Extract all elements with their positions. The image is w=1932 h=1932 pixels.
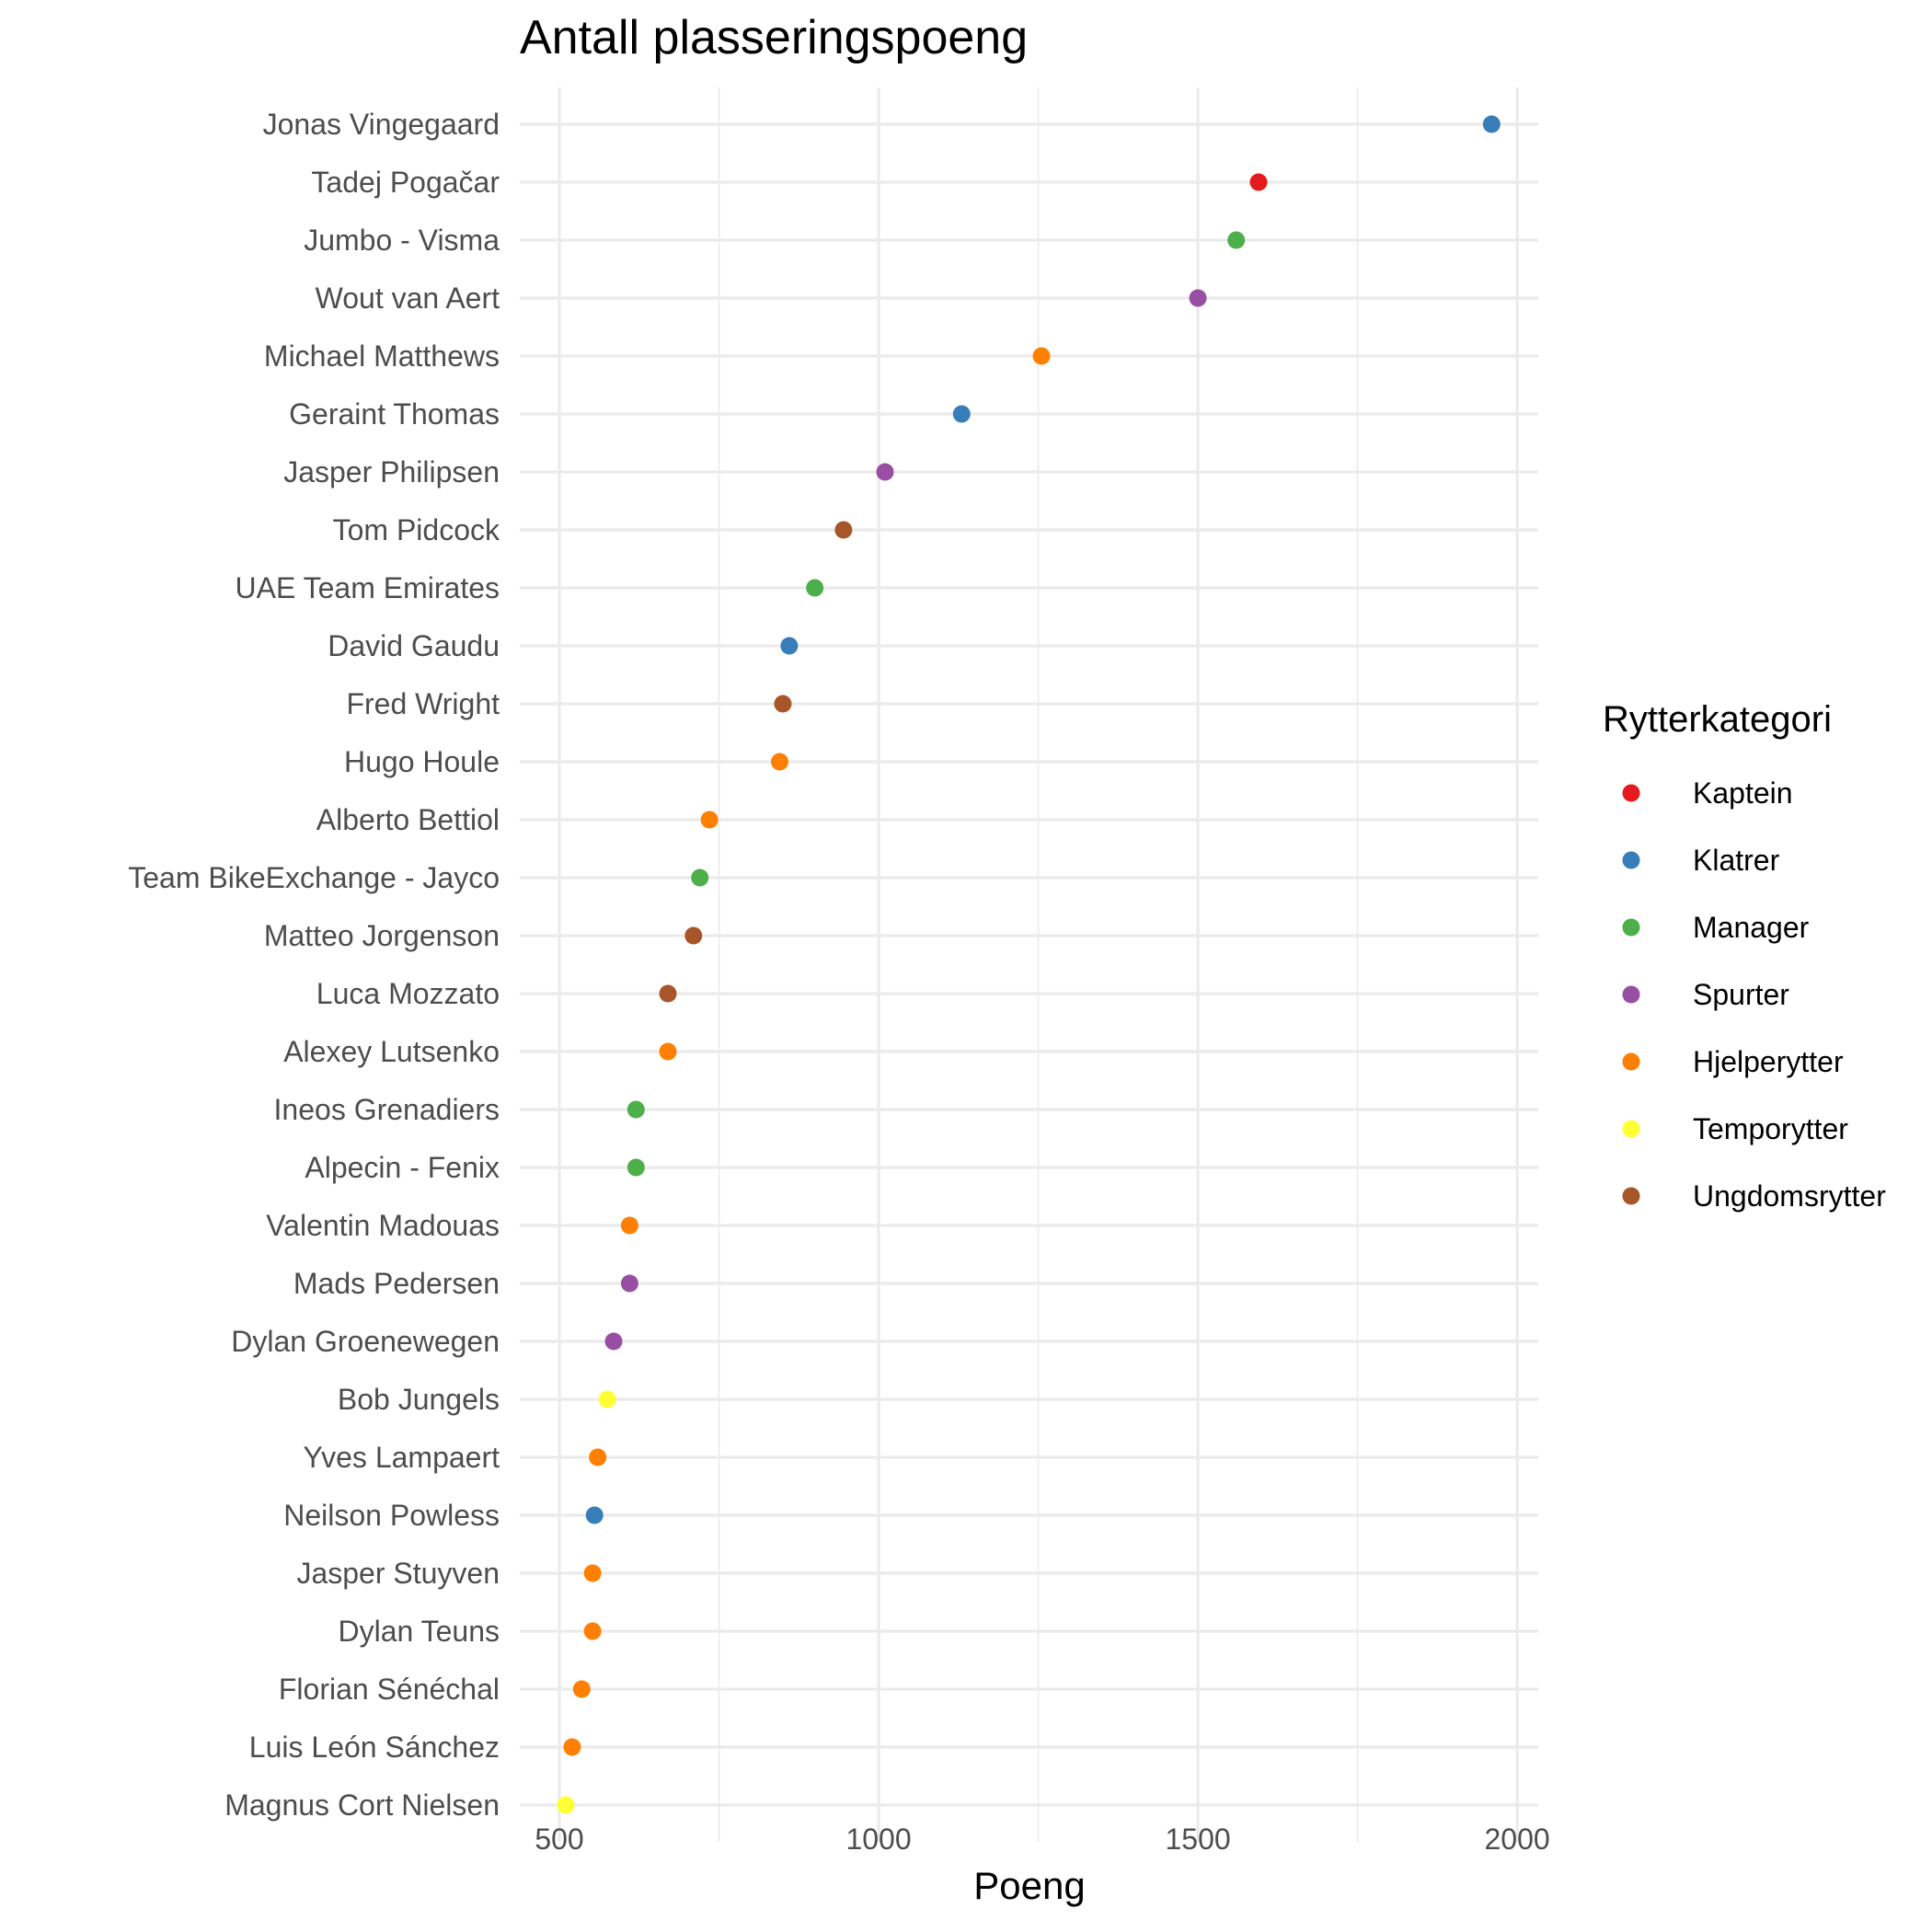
y-tick-label: Hugo Houle — [344, 745, 500, 778]
data-point — [563, 1738, 581, 1756]
y-tick-label: Dylan Groenewegen — [231, 1325, 500, 1358]
legend-label: Hjelperytter — [1693, 1045, 1844, 1078]
y-tick-label: Bob Jungels — [338, 1383, 500, 1416]
data-point — [627, 1100, 645, 1119]
y-tick-label: Luca Mozzato — [316, 977, 500, 1010]
y-tick-label: Alexey Lutsenko — [283, 1035, 500, 1068]
y-tick-label: Luis León Sánchez — [249, 1731, 500, 1764]
y-tick-label: Jonas Vingegaard — [263, 108, 500, 141]
data-point — [627, 1158, 645, 1177]
legend-label: Manager — [1693, 911, 1810, 944]
legend: Rytterkategori Kaptein Klatrer Manager Spur… — [1603, 699, 1886, 1213]
data-point — [700, 811, 719, 829]
data-point — [770, 753, 788, 771]
data-point — [806, 579, 824, 597]
legend-key — [1622, 985, 1640, 1004]
y-tick-label: Jasper Philipsen — [283, 455, 500, 489]
data-point — [620, 1216, 638, 1235]
grid — [520, 87, 1538, 1842]
legend-label: Kaptein — [1693, 776, 1793, 810]
data-point — [834, 521, 853, 539]
y-tick-label: Tadej Pogačar — [311, 166, 500, 199]
x-tick-label: 1000 — [845, 1823, 911, 1856]
data-point — [691, 868, 709, 887]
legend-key — [1622, 1052, 1640, 1071]
data-point — [659, 984, 677, 1003]
x-tick-label: 500 — [535, 1823, 583, 1856]
legend-key — [1622, 784, 1640, 802]
data-point — [598, 1390, 616, 1409]
data-point — [583, 1622, 602, 1640]
legend-entries: Kaptein Klatrer Manager Spurter Hjelperytter… — [1622, 776, 1886, 1213]
y-axis-tick-labels: Jonas Vingegaard Tadej Pogačar Jumbo - Vis… — [128, 108, 500, 1822]
y-tick-label: Yves Lampaert — [304, 1441, 500, 1474]
legend-label: Ungdomsrytter — [1693, 1179, 1886, 1213]
data-point — [780, 637, 799, 655]
y-tick-label: Michael Matthews — [264, 339, 500, 373]
chart-title: Antall plasseringspoeng — [520, 11, 1028, 64]
legend-key — [1622, 851, 1640, 869]
legend-label: Klatrer — [1693, 844, 1780, 877]
y-tick-label: Alberto Bettiol — [316, 803, 500, 836]
data-point — [585, 1506, 604, 1524]
y-tick-label: UAE Team Emirates — [236, 571, 500, 604]
x-tick-label: 2000 — [1485, 1823, 1550, 1856]
y-tick-label: Neilson Powless — [283, 1499, 500, 1532]
data-point — [774, 695, 792, 713]
data-point — [1482, 115, 1501, 133]
data-points — [557, 115, 1501, 1814]
data-point — [1249, 173, 1268, 191]
y-tick-label: Team BikeExchange - Jayco — [128, 861, 500, 894]
data-point — [659, 1042, 677, 1061]
data-point — [1032, 347, 1051, 365]
data-point — [620, 1274, 638, 1293]
data-point — [1189, 289, 1207, 307]
legend-key — [1622, 1120, 1640, 1138]
data-point — [684, 926, 703, 945]
y-tick-label: Tom Pidcock — [333, 513, 500, 546]
x-axis-label: Poeng — [973, 1864, 1085, 1907]
y-tick-label: Geraint Thomas — [289, 397, 500, 431]
data-point — [583, 1564, 602, 1582]
y-tick-label: David Gaudu — [328, 629, 500, 662]
data-point — [557, 1796, 575, 1814]
legend-key — [1622, 918, 1640, 937]
data-point — [572, 1680, 591, 1698]
y-tick-label: Jumbo - Visma — [304, 224, 500, 257]
y-tick-label: Matteo Jorgenson — [264, 919, 500, 952]
data-point — [1227, 231, 1246, 249]
y-tick-label: Florian Sénéchal — [279, 1673, 500, 1706]
y-tick-label: Wout van Aert — [316, 282, 500, 315]
y-tick-label: Magnus Cort Nielsen — [224, 1788, 500, 1822]
y-tick-label: Alpecin - Fenix — [305, 1151, 500, 1184]
data-point — [604, 1332, 623, 1351]
y-tick-label: Valentin Madouas — [266, 1209, 500, 1242]
data-point — [952, 405, 971, 423]
data-point — [589, 1448, 607, 1466]
legend-label: Temporytter — [1693, 1112, 1848, 1145]
legend-title: Rytterkategori — [1603, 699, 1832, 740]
y-tick-label: Mads Pedersen — [293, 1267, 500, 1300]
y-tick-label: Ineos Grenadiers — [274, 1093, 500, 1126]
legend-key — [1622, 1187, 1640, 1205]
y-tick-label: Fred Wright — [346, 687, 500, 720]
x-tick-label: 1500 — [1165, 1823, 1230, 1856]
y-tick-label: Jasper Stuyven — [296, 1557, 500, 1590]
data-point — [876, 463, 894, 481]
legend-label: Spurter — [1693, 978, 1789, 1011]
y-tick-label: Dylan Teuns — [338, 1615, 500, 1648]
x-axis-tick-labels: 500 1000 1500 2000 — [535, 1823, 1549, 1856]
